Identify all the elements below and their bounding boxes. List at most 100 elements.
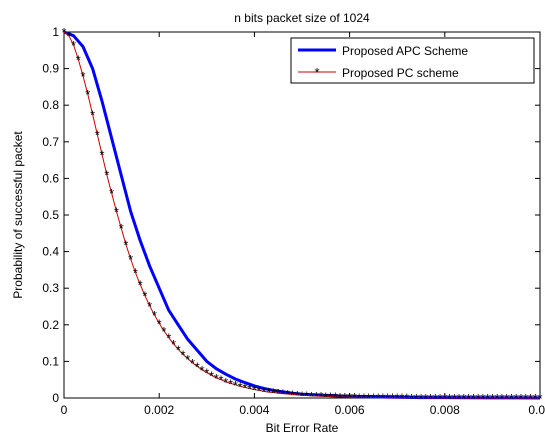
data-point-pc: *: [309, 389, 314, 404]
data-point-pc: *: [380, 391, 385, 406]
data-point-pc: *: [404, 391, 409, 406]
data-point-pc: *: [523, 391, 528, 406]
data-point-pc: *: [504, 391, 509, 406]
data-point-pc: *: [180, 347, 185, 362]
series-line-pc: [63, 31, 540, 399]
data-point-pc: *: [200, 363, 205, 378]
data-point-pc: *: [71, 38, 76, 53]
data-point-pc: *: [147, 299, 152, 314]
data-point-pc: *: [209, 368, 214, 383]
data-point-pc: *: [238, 379, 243, 394]
data-point-pc: *: [457, 391, 462, 406]
data-point-pc: *: [490, 391, 495, 406]
legend-label-pc: Proposed PC scheme: [342, 66, 459, 80]
series-layer: * ********************* * * * * * * * * * * * * * * * * * *…: [61, 25, 542, 406]
data-point-pc: *: [242, 380, 247, 395]
data-point-pc: *: [66, 29, 71, 44]
y-tick-label: 0.6: [42, 171, 59, 185]
data-point-pc: *: [204, 366, 209, 381]
legend: Proposed APC Scheme * Proposed PC scheme: [290, 37, 535, 84]
data-point-pc: *: [304, 389, 309, 404]
data-point-pc: *: [342, 390, 347, 405]
data-point-pc: *: [495, 391, 500, 406]
data-point-pc: *: [366, 390, 371, 405]
data-point-pc: *: [133, 265, 138, 280]
data-point-pc: *: [290, 388, 295, 403]
y-tick-label: 0.3: [42, 281, 59, 295]
data-point-pc: *: [100, 148, 105, 163]
data-point-pc: *: [195, 360, 200, 375]
data-point-pc: *: [319, 389, 324, 404]
data-point-pc: *: [352, 390, 357, 405]
data-point-pc: *: [280, 387, 285, 402]
data-point-pc: *: [247, 381, 252, 396]
data-point-pc: *: [480, 391, 485, 406]
data-point-pc: *: [528, 391, 533, 406]
y-tick-label: 0.4: [42, 245, 59, 259]
data-point-pc: *: [104, 168, 109, 183]
data-point-pc: *: [533, 391, 538, 406]
data-point-pc: *: [323, 389, 328, 404]
y-tick-label: 0.5: [42, 208, 59, 222]
y-tick-label: 0.1: [42, 354, 59, 368]
data-point-pc: *: [357, 390, 362, 405]
data-point-pc: *: [185, 352, 190, 367]
data-point-pc: *: [361, 390, 366, 405]
data-point-pc: *: [514, 391, 519, 406]
x-tick-label: 0: [61, 403, 68, 417]
data-point-pc: *: [171, 337, 176, 352]
data-point-pc: *: [509, 391, 514, 406]
data-point-pc: *: [142, 289, 147, 304]
data-point-pc: *: [452, 391, 457, 406]
data-point-pc: *: [447, 391, 452, 406]
legend-label-apc: Proposed APC Scheme: [342, 44, 468, 58]
data-point-pc: *: [499, 391, 504, 406]
data-point-pc: *: [295, 388, 300, 403]
data-point-pc: *: [385, 391, 390, 406]
data-point-pc: *: [95, 127, 100, 142]
data-point-pc: *: [338, 390, 343, 405]
data-point-pc: *: [266, 385, 271, 400]
data-point-pc: *: [252, 383, 257, 398]
data-point-pc: *: [138, 278, 143, 293]
data-point-pc: *: [299, 388, 304, 403]
data-point-pc: *: [85, 87, 90, 102]
data-point-pc: *: [76, 52, 81, 67]
data-point-pc: *: [390, 391, 395, 406]
data-point-pc: *: [428, 391, 433, 406]
x-axis-label: Bit Error Rate: [266, 421, 339, 435]
data-point-pc: *: [471, 391, 476, 406]
data-point-pc: *: [219, 373, 224, 388]
x-tick-label: 0.01: [528, 403, 545, 417]
x-axis: 0 0.002 0.004 0.006 0.008 0.01: [61, 32, 545, 417]
data-point-pc: *: [271, 386, 276, 401]
data-point-pc: *: [485, 391, 490, 406]
data-point-pc: *: [409, 391, 414, 406]
y-tick-label: 0.8: [42, 98, 59, 112]
data-point-pc: *: [276, 386, 281, 401]
data-point-pc: *: [442, 391, 447, 406]
y-axis-label: Probability of successful packet: [11, 131, 25, 299]
y-axis: 0 0.1 0.2 0.3 0.4 0.5 0.6 0.7 0.8 0.9 1: [42, 25, 540, 405]
y-tick-label: 0.9: [42, 62, 59, 76]
data-point-pc: *: [418, 391, 423, 406]
x-tick-label: 0.008: [430, 403, 460, 417]
data-point-pc: *: [285, 387, 290, 402]
data-point-pc: *: [228, 376, 233, 391]
x-tick-label: 0.006: [335, 403, 365, 417]
y-tick-label: 1: [52, 25, 59, 39]
data-point-pc: *: [166, 331, 171, 346]
data-point-pc: *: [128, 252, 133, 267]
x-tick-label: 0.002: [144, 403, 174, 417]
y-tick-label: 0.7: [42, 135, 59, 149]
data-point-pc: *: [347, 390, 352, 405]
data-point-pc: *: [176, 342, 181, 357]
data-point-pc: *: [414, 391, 419, 406]
data-point-pc: *: [214, 371, 219, 386]
plot-area: [63, 31, 541, 399]
data-point-pc: *: [119, 221, 124, 236]
data-point-pc: *: [152, 308, 157, 323]
data-point-pc: *: [61, 25, 66, 40]
data-point-pc: *: [461, 391, 466, 406]
